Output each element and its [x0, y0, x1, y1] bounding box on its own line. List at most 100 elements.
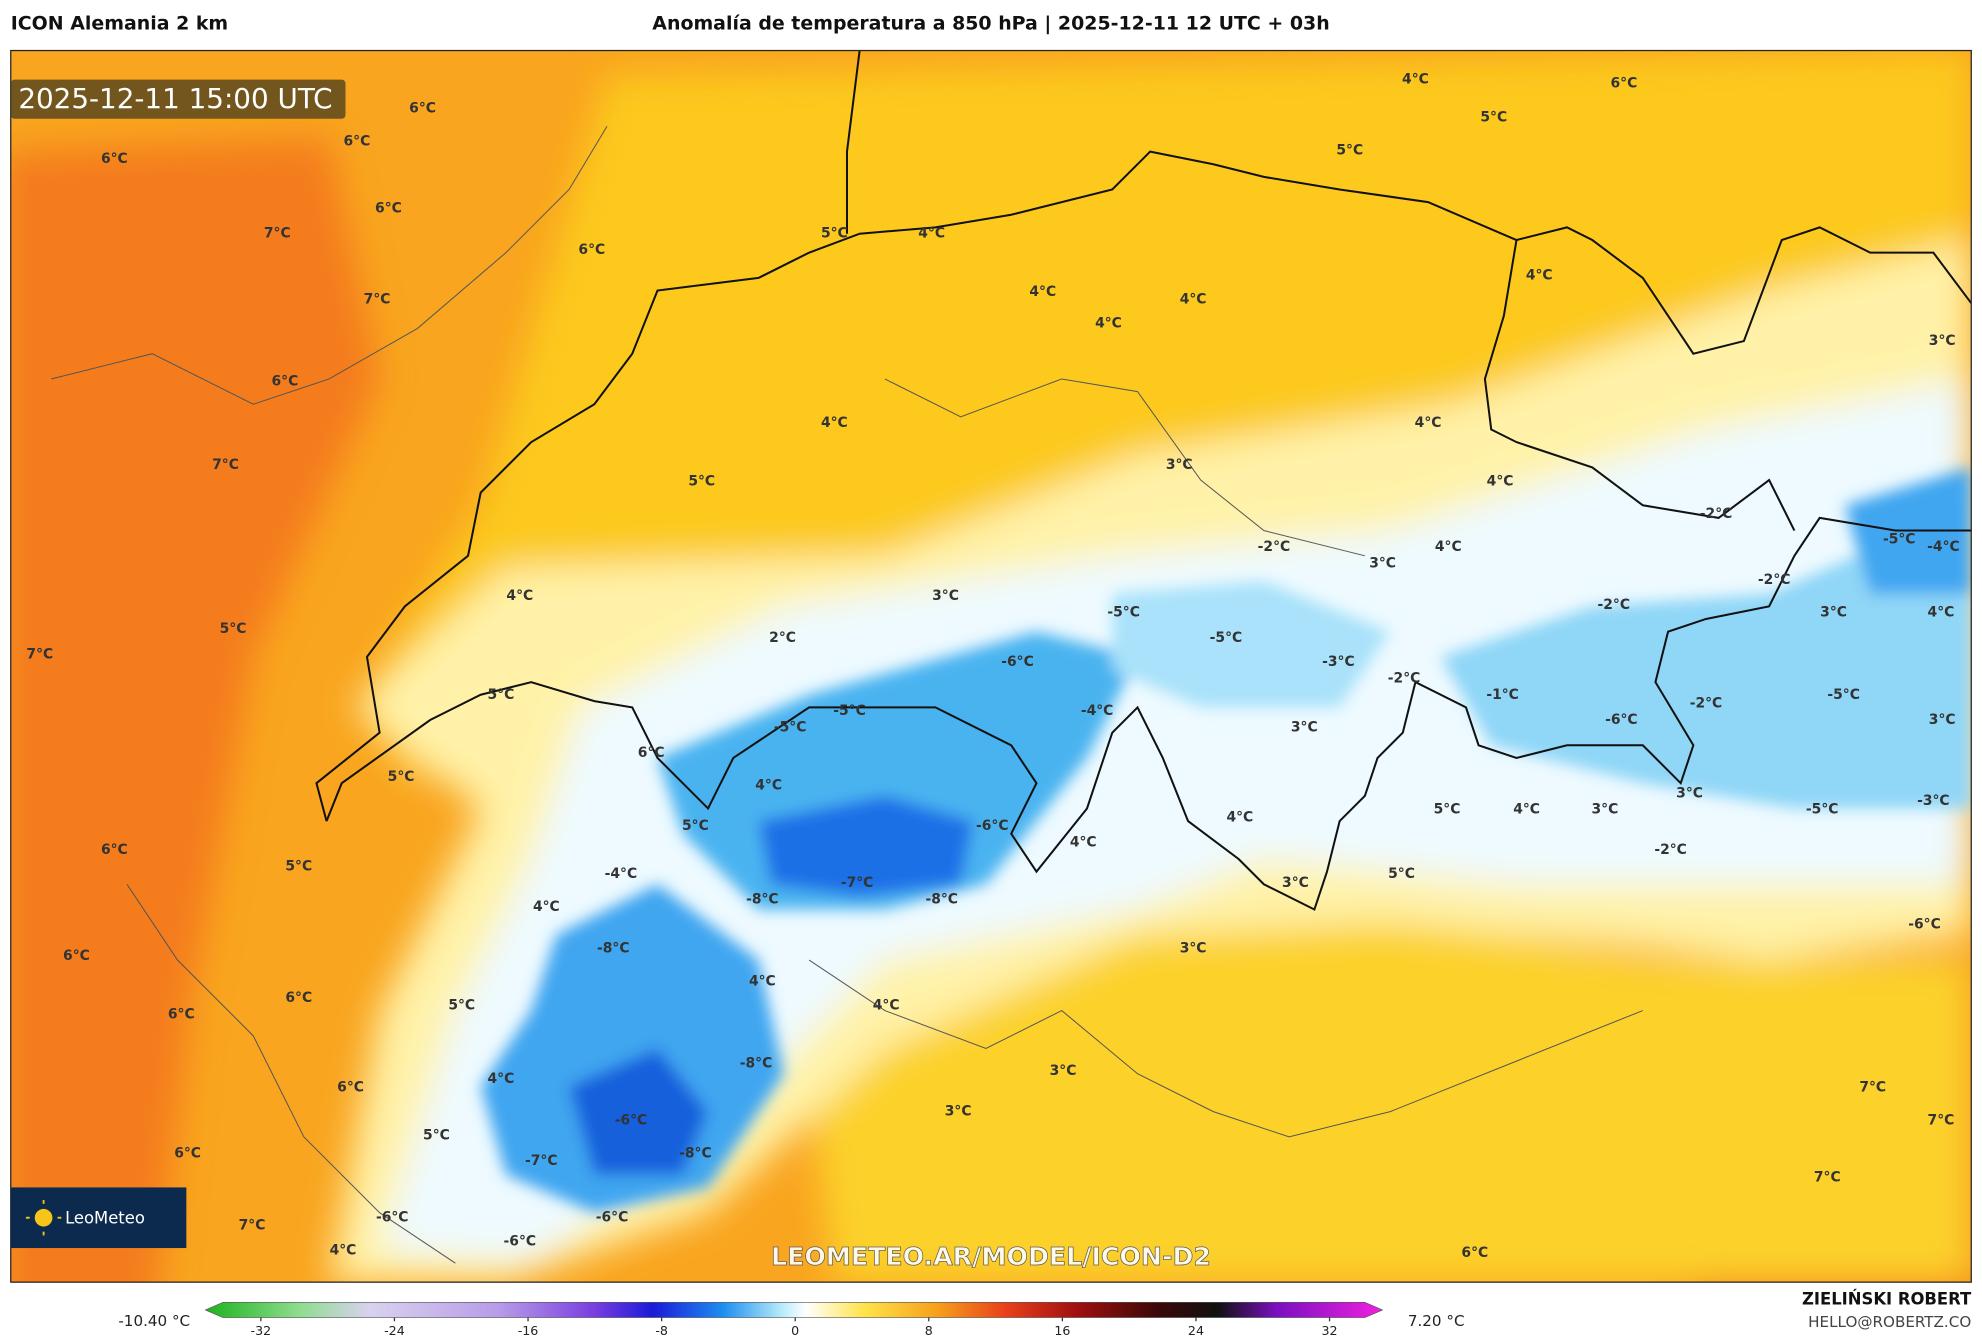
colorbar-tick-label: 24: [1188, 1323, 1204, 1338]
contour-label: -8°C: [740, 1056, 773, 1072]
colorbar-tick-label: 16: [1054, 1323, 1070, 1338]
contour-label: 3°C: [932, 588, 959, 604]
cold-core: [480, 884, 784, 1213]
contour-label: 3°C: [1291, 720, 1318, 736]
contour-label: -5°C: [1210, 630, 1243, 646]
contour-label: -4°C: [1927, 539, 1960, 555]
contour-label: 3°C: [945, 1104, 972, 1120]
contour-label: 5°C: [448, 998, 475, 1014]
contour-label: 6°C: [168, 1006, 195, 1022]
colorbar-max: 7.20 °C: [1408, 1312, 1465, 1330]
warm-zone: [10, 138, 380, 1283]
admin-line: [126, 883, 456, 1264]
contour-label: 4°C: [1402, 72, 1429, 88]
border-line: [845, 50, 861, 234]
contour-label: 7°C: [1859, 1080, 1886, 1096]
contour-label: -8°C: [597, 941, 630, 957]
admin-lines: [51, 126, 1644, 1264]
timestamp: 2025-12-11 15:00 UTC: [18, 82, 332, 115]
contour-label: 7°C: [26, 646, 53, 662]
contour-label: 6°C: [375, 200, 402, 216]
cold-core: [569, 1048, 709, 1175]
contour-label: -4°C: [1081, 703, 1114, 719]
cold-core: [1440, 505, 1972, 809]
contour-label: 6°C: [343, 133, 370, 149]
contour-label: 6°C: [1461, 1245, 1488, 1261]
contour-label: 6°C: [638, 745, 665, 761]
contour-label: -6°C: [976, 818, 1009, 834]
contour-label: -6°C: [504, 1234, 537, 1250]
contour-labels: 6°C 6°C 6°C 6°C 7°C 6°C 7°C 6°C 7°C 5°C 4°C 4°C 6°C 5…: [26, 72, 1959, 1262]
contour-label: -2°C: [1690, 696, 1723, 712]
contour-label: 4°C: [1095, 315, 1122, 331]
contour-label: 4°C: [533, 899, 560, 915]
contour-label: 7°C: [264, 226, 291, 242]
colorbar-tick-label: -8: [655, 1323, 668, 1338]
colorbar-tick-label: 8: [925, 1323, 933, 1338]
cold-core: [758, 795, 974, 897]
contour-label: 4°C: [755, 778, 782, 794]
contour-label: -5°C: [1107, 605, 1140, 621]
cold-core: [1112, 581, 1391, 708]
colorbar-tick-label: -16: [518, 1323, 539, 1338]
admin-line: [51, 126, 608, 405]
contour-label: 3°C: [1592, 802, 1619, 818]
logo-rays: [25, 1200, 62, 1236]
contour-label: 2°C: [769, 630, 796, 646]
contour-label: 6°C: [174, 1145, 201, 1161]
contour-label: 5°C: [285, 859, 312, 875]
contour-label: 4°C: [1928, 605, 1955, 621]
contour-label: -6°C: [596, 1210, 629, 1226]
contour-label: 3°C: [1820, 605, 1847, 621]
contour-label: -2°C: [1597, 597, 1630, 613]
contour-label: -6°C: [376, 1210, 409, 1226]
colorbar-min: -10.40 °C: [118, 1312, 190, 1330]
contour-label: -6°C: [1001, 654, 1034, 670]
contour-label: -6°C: [615, 1112, 648, 1128]
contour-label: 4°C: [821, 415, 848, 431]
contour-label: -3°C: [1322, 654, 1355, 670]
contour-label: 4°C: [1180, 291, 1207, 307]
colorbar: [204, 1302, 1384, 1318]
contour-label: -1°C: [1486, 687, 1519, 703]
contour-label: 3°C: [1676, 785, 1703, 801]
contour-label: 4°C: [1226, 809, 1253, 825]
contour-label: 3°C: [1180, 941, 1207, 957]
contour-label: 3°C: [1929, 333, 1956, 349]
border-line: [1483, 239, 1796, 531]
contour-label: 6°C: [101, 842, 128, 858]
model-name: ICON Alemania 2 km: [11, 13, 228, 35]
map-field: 6°C 6°C 6°C 6°C 7°C 6°C 7°C 6°C 7°C 5°C 4°C 4°C 6°C 5…: [10, 50, 1972, 1283]
contour-label: 5°C: [821, 226, 848, 242]
contour-label: -2°C: [1388, 670, 1421, 686]
contour-label: 5°C: [388, 769, 415, 785]
contour-label: 4°C: [487, 1071, 514, 1087]
contour-label: 3°C: [1369, 555, 1396, 571]
borders: [315, 50, 1972, 911]
colorbar-tick-label: 32: [1322, 1323, 1338, 1338]
map-frame: [10, 49, 1972, 1283]
contour-label: 6°C: [285, 990, 312, 1006]
contour-label: 3°C: [1166, 457, 1193, 473]
contour-label: 7°C: [212, 457, 239, 473]
contour-label: -2°C: [1654, 842, 1687, 858]
contour-label: 4°C: [1029, 284, 1056, 300]
contour-label: -4°C: [605, 866, 638, 882]
contour-label: -8°C: [746, 891, 779, 907]
contour-label: 3°C: [1050, 1063, 1077, 1079]
field-cold: [480, 467, 1972, 1213]
cold-zone: [379, 378, 1972, 1264]
contour-label: -7°C: [841, 875, 874, 891]
contour-label: 7°C: [1814, 1169, 1841, 1185]
contour-label: 3°C: [1929, 712, 1956, 728]
contour-label: -5°C: [1883, 531, 1916, 547]
contour-label: 4°C: [330, 1243, 357, 1259]
contour-label: -8°C: [679, 1145, 712, 1161]
contour-label: 3°C: [1282, 875, 1309, 891]
contour-label: 4°C: [749, 974, 776, 990]
email: HELLO@ROBERTZ.CO: [1808, 1313, 1971, 1331]
contour-label: 5°C: [220, 621, 247, 637]
logo-text: LeoMeteo: [65, 1208, 145, 1227]
